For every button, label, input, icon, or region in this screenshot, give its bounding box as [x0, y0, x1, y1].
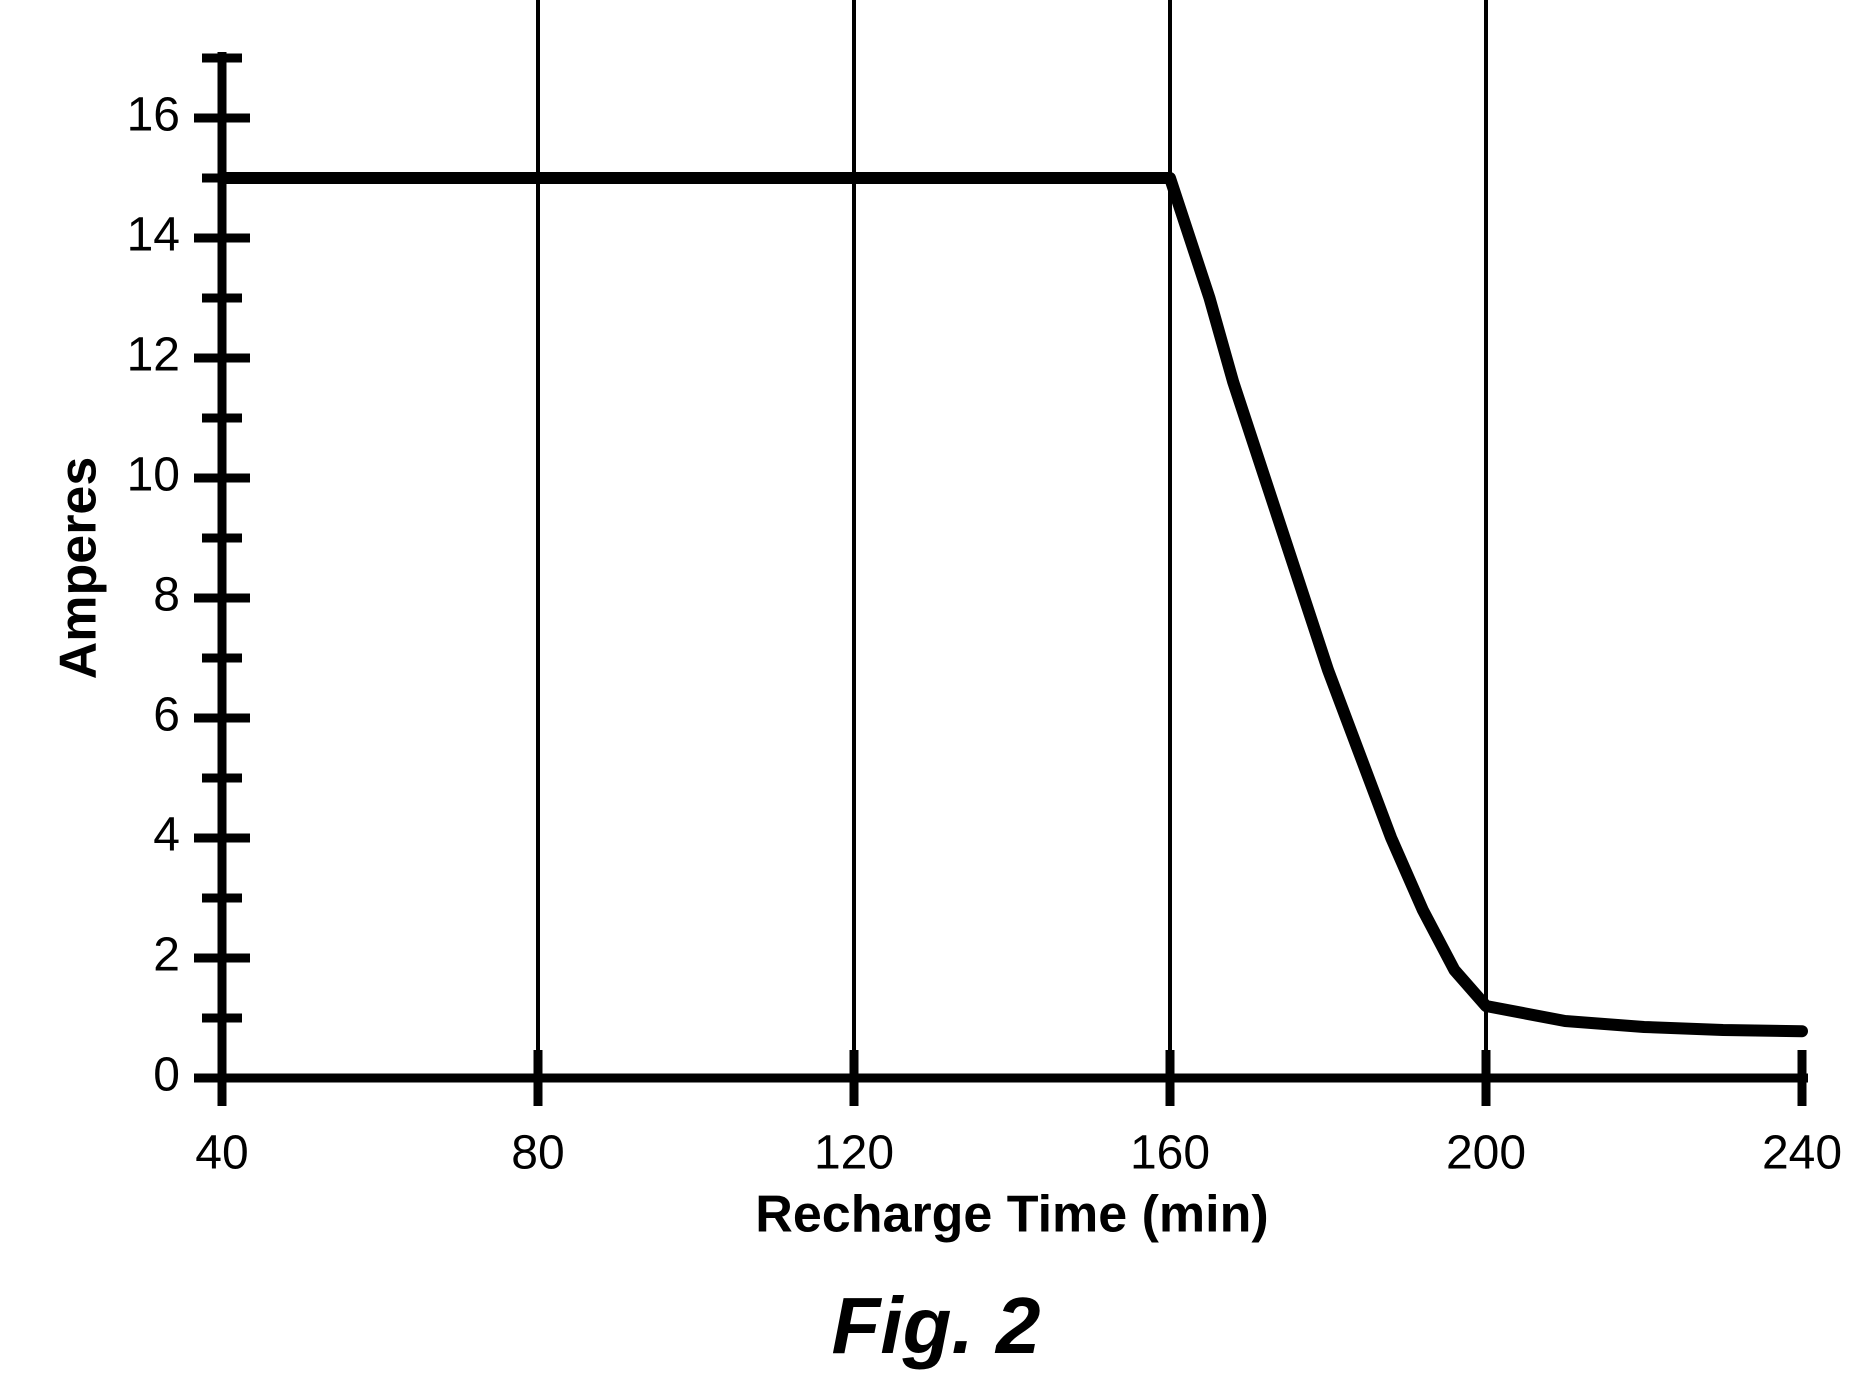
x-tick-label: 240 — [1762, 1127, 1842, 1180]
x-tick-label: 40 — [195, 1127, 248, 1180]
y-tick-label: 14 — [127, 209, 180, 262]
x-tick-label: 120 — [814, 1127, 894, 1180]
y-axis-label: Amperes — [50, 457, 108, 680]
x-tick-label: 160 — [1130, 1127, 1210, 1180]
y-tick-label: 6 — [153, 689, 180, 742]
y-tick-label: 4 — [153, 809, 180, 862]
x-axis-label: Recharge Time (min) — [755, 1186, 1268, 1244]
figure: 0 2 4 6 8 10 12 14 16 40 80 120 160 200 240 Amperes Rech… — [0, 0, 1872, 1397]
y-tick-label: 0 — [153, 1049, 180, 1102]
x-tick-label: 200 — [1446, 1127, 1526, 1180]
figure-caption: Fig. 2 — [0, 1280, 1872, 1372]
y-tick-label: 10 — [127, 449, 180, 502]
y-tick-label: 8 — [153, 569, 180, 622]
y-tick-label: 2 — [153, 929, 180, 982]
y-tick-label: 16 — [127, 89, 180, 142]
y-tick-label: 12 — [127, 329, 180, 382]
x-tick-label: 80 — [511, 1127, 564, 1180]
chart: 0 2 4 6 8 10 12 14 16 40 80 120 160 200 240 Amperes Rech… — [0, 0, 1872, 1397]
